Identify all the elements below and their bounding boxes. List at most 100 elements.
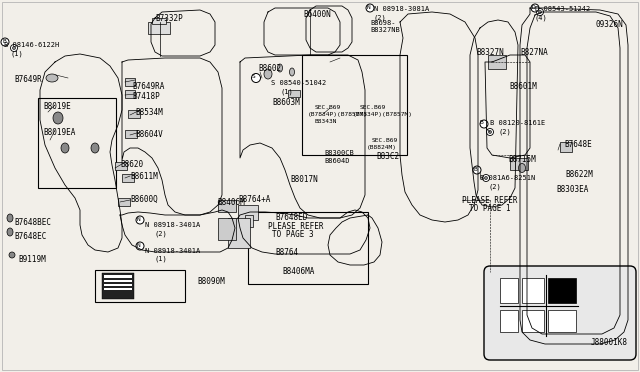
Text: B8303EA: B8303EA [556,185,588,194]
Text: SEC.B69: SEC.B69 [315,105,341,110]
Bar [128,110,140,118]
Bar [102,273,134,299]
Text: PLEASE REFER: PLEASE REFER [268,222,323,231]
Ellipse shape [53,112,63,124]
Text: B8017N: B8017N [290,175,317,184]
Ellipse shape [1,38,9,46]
Text: PLEASE REFER: PLEASE REFER [462,196,518,205]
Text: B7649R: B7649R [14,75,42,84]
Ellipse shape [264,69,272,79]
Text: (B8824M): (B8824M) [367,145,397,150]
Text: B8604D: B8604D [324,158,349,164]
Text: (2): (2) [499,128,512,135]
Bar [302,55,407,155]
Bar [115,162,127,170]
Bar [245,215,253,227]
Bar [104,284,132,286]
Text: B8604V: B8604V [135,130,163,139]
Text: B8601M: B8601M [509,82,537,91]
Text: B8715M: B8715M [508,155,536,164]
Text: B8764: B8764 [275,248,298,257]
Ellipse shape [536,9,543,16]
Text: B8602: B8602 [258,64,281,73]
Text: B8406M: B8406M [217,198,244,207]
Ellipse shape [7,228,13,236]
Bar [125,130,137,138]
Text: B7648E: B7648E [564,140,592,149]
Bar [104,275,132,278]
Text: B8764+A: B8764+A [238,195,270,204]
Bar [228,218,250,248]
Text: B8019E: B8019E [43,102,71,111]
Text: B7648EC: B7648EC [14,232,46,241]
Bar [118,198,130,206]
Bar [104,280,132,282]
Ellipse shape [518,164,525,173]
Bar [125,90,135,98]
Text: S: S [252,74,256,79]
Bar [488,55,506,69]
Text: B8300CB: B8300CB [324,150,354,156]
Bar [548,310,576,332]
Text: B8343N: B8343N [315,119,337,124]
Bar [560,142,572,152]
Text: B: B [480,120,484,125]
Text: B7648ED: B7648ED [275,213,307,222]
Text: S 08540-51042: S 08540-51042 [271,80,326,86]
Text: B8603M: B8603M [272,98,300,107]
Text: B 08120-8161E: B 08120-8161E [490,120,545,126]
Text: (2): (2) [489,183,502,189]
Text: B83C2: B83C2 [376,152,399,161]
Text: B8019EA: B8019EA [43,128,76,137]
Bar [288,90,300,97]
Ellipse shape [7,214,13,222]
Ellipse shape [252,74,260,83]
Bar [95,270,185,302]
Text: D 08543-51242: D 08543-51242 [535,6,590,12]
Bar [248,212,368,284]
Text: B8698-: B8698- [370,20,396,26]
Ellipse shape [13,46,15,49]
Bar [38,98,116,188]
Text: B 081A6-8251N: B 081A6-8251N [480,175,535,181]
Text: (B7834P)(B7857M): (B7834P)(B7857M) [308,112,368,117]
Ellipse shape [61,143,69,153]
Bar [522,278,544,303]
Text: N: N [367,5,371,10]
Ellipse shape [488,131,492,134]
Text: SEC.B69: SEC.B69 [372,138,398,143]
Text: (2): (2) [374,14,387,20]
Bar [522,310,544,332]
Text: (1): (1) [10,50,23,57]
Text: B8090M: B8090M [197,277,225,286]
Bar [238,205,258,220]
Text: N: N [137,217,141,222]
Ellipse shape [9,252,15,258]
Ellipse shape [486,128,493,135]
Text: B8406MA: B8406MA [282,267,314,276]
Text: B8327NB: B8327NB [370,27,400,33]
Text: B8534M: B8534M [135,108,163,117]
Bar [152,18,166,24]
Text: B 08146-6122H: B 08146-6122H [4,42,60,48]
Bar [104,288,132,290]
Text: TO PAGE 1: TO PAGE 1 [469,204,511,213]
Bar [510,158,528,170]
Ellipse shape [538,10,541,13]
Bar [548,278,576,303]
Bar [218,200,236,212]
Text: (4): (4) [535,14,548,20]
Bar [122,174,134,182]
Text: N 08918-3401A: N 08918-3401A [145,222,200,228]
Ellipse shape [483,174,490,182]
Text: B: B [474,167,477,172]
FancyBboxPatch shape [484,266,636,360]
Text: B9119M: B9119M [18,255,45,264]
Text: B8327N: B8327N [476,48,504,57]
Ellipse shape [10,45,17,51]
Ellipse shape [480,120,488,128]
Text: N 08918-3401A: N 08918-3401A [145,248,200,254]
Ellipse shape [136,216,144,224]
Text: (2): (2) [155,230,168,237]
Text: 09326N: 09326N [596,20,624,29]
